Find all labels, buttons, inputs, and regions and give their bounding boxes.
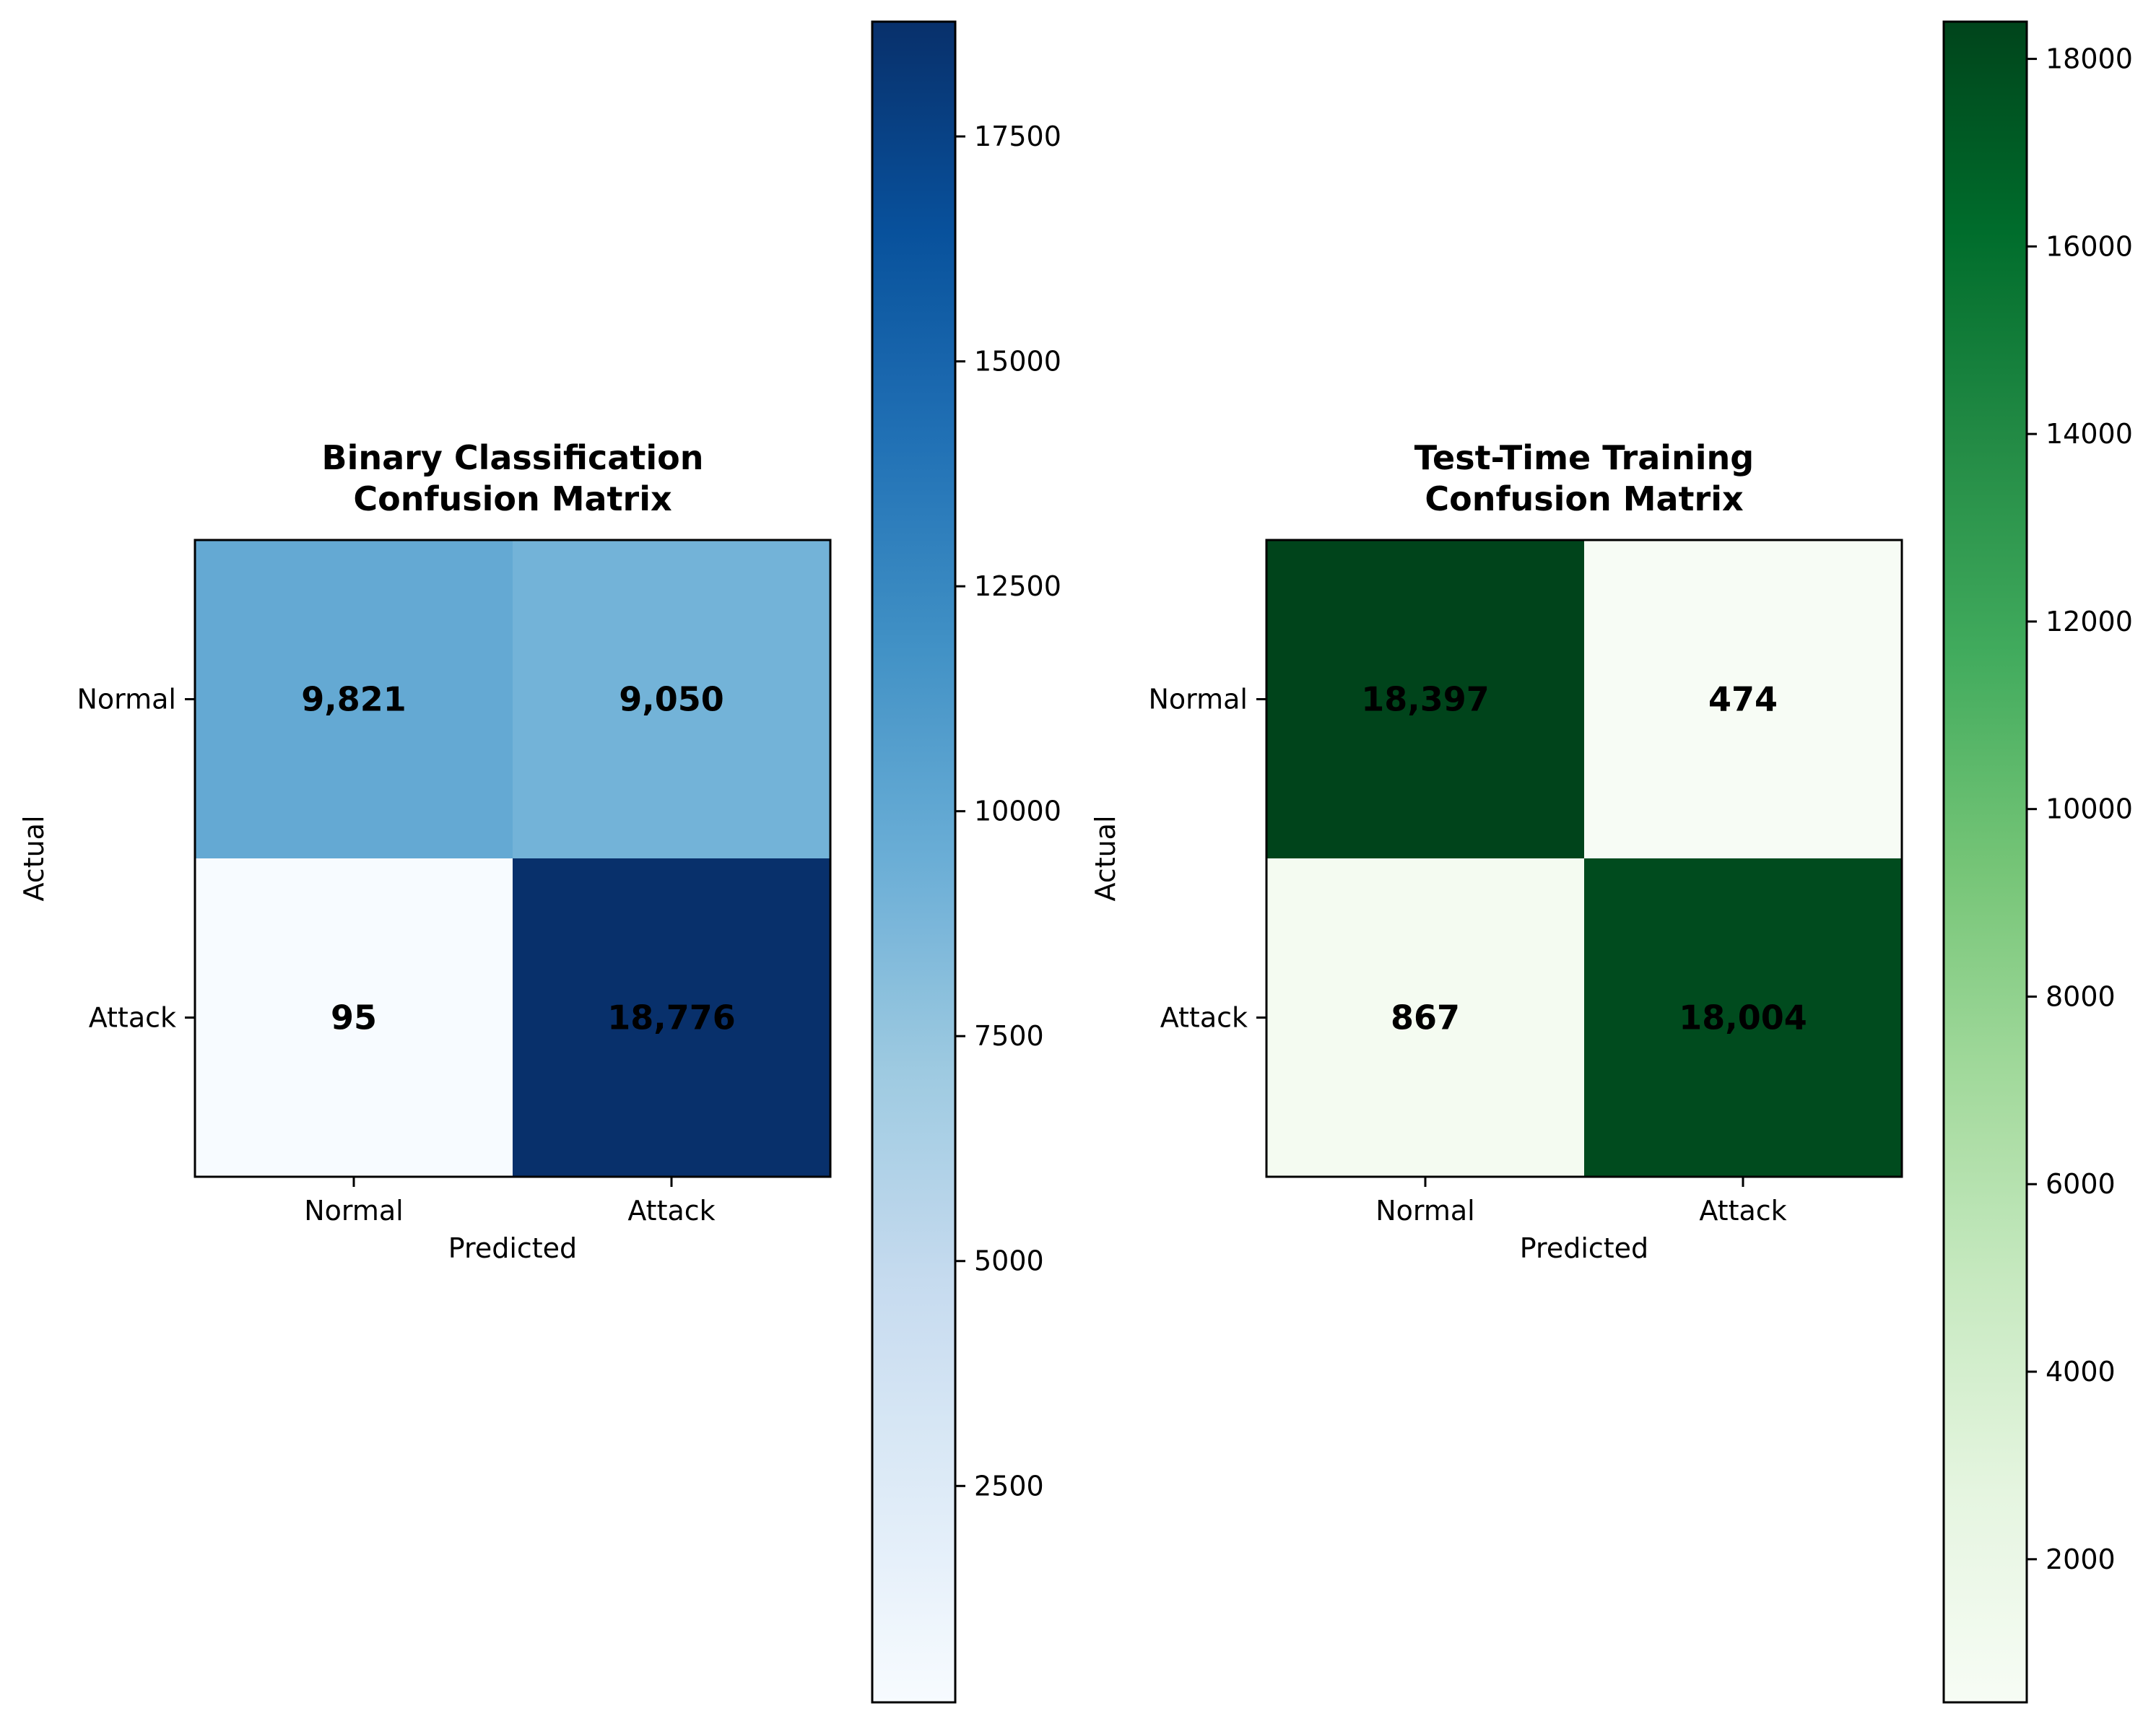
- heatmap-cell: [1266, 858, 1584, 1177]
- cell-value-label: 9,050: [619, 680, 724, 719]
- colorbar-tick-label: 17500: [974, 121, 1061, 152]
- chart-title-line-2: Confusion Matrix: [1425, 479, 1743, 518]
- colorbar-tick-label: 2500: [974, 1470, 1044, 1502]
- heatmap-cell: [1584, 540, 1902, 858]
- y-axis-label: Actual: [18, 815, 50, 901]
- cell-value-label: 474: [1708, 680, 1778, 719]
- cell-value-label: 9,821: [301, 680, 407, 719]
- colorbar-tick-label: 10000: [974, 796, 1061, 827]
- colorbar-tick-label: 10000: [2046, 793, 2133, 825]
- colorbar-tick-label: 7500: [974, 1020, 1044, 1052]
- y-tick-label: Attack: [89, 1002, 176, 1034]
- cell-value-label: 18,004: [1679, 998, 1807, 1037]
- colorbar-tick-label: 8000: [2046, 980, 2116, 1012]
- colorbar-tick-label: 4000: [2046, 1356, 2116, 1388]
- colorbar: [871, 20, 957, 1704]
- y-axis-label: Actual: [1090, 815, 1121, 901]
- cell-value-label: 867: [1391, 998, 1460, 1037]
- colorbar-tick-label: 15000: [974, 346, 1061, 378]
- x-tick-label: Attack: [627, 1195, 715, 1227]
- colorbar-tick-label: 18000: [2046, 43, 2133, 75]
- axes-frame: [1265, 539, 1903, 1178]
- y-tick-label: Attack: [1160, 1002, 1248, 1034]
- colorbar-tick-label: 5000: [974, 1245, 1044, 1277]
- heatmap-cell: [195, 858, 513, 1177]
- colorbar-tick-label: 16000: [2046, 230, 2133, 262]
- colorbar-tick-label: 14000: [2046, 418, 2133, 450]
- heatmap-cell: [1266, 540, 1584, 858]
- colorbar-tick-label: 6000: [2046, 1168, 2116, 1200]
- x-tick-label: Normal: [304, 1195, 404, 1227]
- cell-value-label: 95: [331, 998, 377, 1037]
- x-axis-label: Predicted: [1520, 1232, 1648, 1264]
- axes-frame: [194, 539, 832, 1178]
- colorbar: [1942, 20, 2028, 1704]
- x-tick-label: Normal: [1375, 1195, 1475, 1227]
- x-tick-label: Attack: [1699, 1195, 1786, 1227]
- cell-value-label: 18,776: [607, 998, 736, 1037]
- heatmap-cell: [513, 858, 830, 1177]
- chart-title-line-1: Binary Classification: [322, 438, 704, 477]
- x-axis-label: Predicted: [448, 1232, 577, 1264]
- colorbar-tick-label: 12000: [2046, 606, 2133, 637]
- y-tick-label: Normal: [77, 684, 177, 715]
- colorbar-tick-label: 2000: [2046, 1544, 2116, 1575]
- heatmap-cell: [195, 540, 513, 858]
- cell-value-label: 18,397: [1361, 680, 1490, 719]
- heatmap-cell: [513, 540, 830, 858]
- heatmap-cell: [1584, 858, 1902, 1177]
- chart-title-line-1: Test-Time Training: [1414, 438, 1754, 477]
- y-tick-label: Normal: [1149, 684, 1248, 715]
- colorbar-tick-label: 12500: [974, 570, 1061, 602]
- chart-title-line-2: Confusion Matrix: [353, 479, 671, 518]
